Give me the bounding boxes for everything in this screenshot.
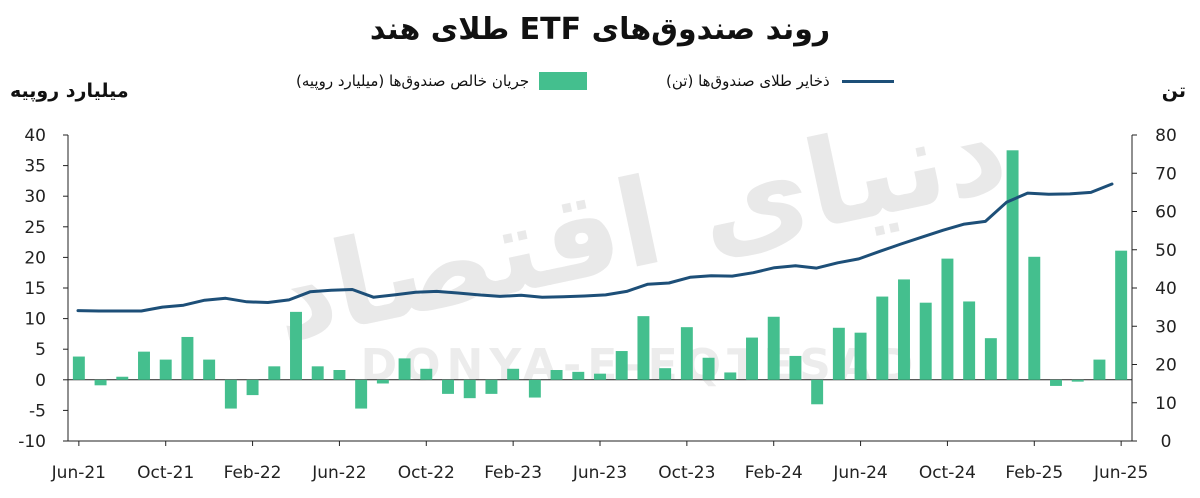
x-tick-label: Feb-23 <box>484 463 542 483</box>
net-flow-bar <box>311 366 324 380</box>
net-flow-bar <box>1115 250 1128 380</box>
right-tick-label: 0 <box>1161 432 1172 452</box>
net-flow-bar <box>615 351 628 380</box>
net-flow-bar <box>420 368 433 380</box>
chart-title: روند صندوق‌های ETF طلای هند <box>369 12 831 47</box>
net-flow-bar <box>398 358 411 380</box>
net-flow-bar <box>550 370 563 380</box>
right-tick-label: 40 <box>1155 279 1177 299</box>
net-flow-bar <box>659 368 672 380</box>
net-flow-bar <box>355 379 368 409</box>
left-tick-label: 20 <box>24 248 46 268</box>
net-flow-bar <box>138 351 150 380</box>
net-flow-bar <box>94 379 107 386</box>
net-flow-bar <box>376 379 389 384</box>
legend-item-holdings: ذخایر طلای صندوق‌ها (تن) <box>666 72 894 90</box>
left-tick-label: 10 <box>24 310 46 330</box>
net-flow-bar <box>159 359 172 380</box>
left-tick-label: 30 <box>24 187 46 207</box>
net-flow-bar <box>1050 379 1062 386</box>
left-tick-label: -10 <box>18 432 46 452</box>
legend-swatch-line <box>841 79 894 83</box>
x-tick-label: Feb-24 <box>745 463 803 483</box>
net-flow-bar <box>333 370 346 380</box>
legend-label-net-flow: جریان خالص صندوق‌ها (میلیارد روپیه) <box>296 72 530 90</box>
net-flow-bar <box>876 296 889 380</box>
legend-label-holdings: ذخایر طلای صندوق‌ها (تن) <box>666 72 830 90</box>
left-axis-unit: میلیارد روپیه <box>10 80 129 102</box>
legend-swatch-bar <box>539 72 588 90</box>
net-flow-bar <box>984 338 997 380</box>
net-flow-bar <box>789 355 802 380</box>
net-flow-bar <box>507 368 520 380</box>
legend: جریان خالص صندوق‌ها (میلیارد روپیه) ذخای… <box>0 72 1200 96</box>
right-tick-label: 60 <box>1155 203 1177 223</box>
right-tick-label: 70 <box>1155 164 1177 184</box>
net-flow-bar <box>1093 359 1106 380</box>
left-tick-label: -5 <box>29 401 46 421</box>
net-flow-bar <box>246 379 259 396</box>
net-flow-bar <box>224 379 237 409</box>
net-flow-bar <box>1028 256 1041 380</box>
net-flow-bar <box>442 379 454 394</box>
net-flow-bar <box>702 357 715 380</box>
x-tick-label: Feb-25 <box>1005 463 1063 483</box>
legend-item-net-flow: جریان خالص صندوق‌ها (میلیارد روپیه) <box>296 72 588 90</box>
x-tick-label: Jun-25 <box>1093 463 1148 483</box>
net-flow-bar <box>72 356 85 380</box>
left-tick-label: 5 <box>35 340 46 360</box>
net-flow-bar <box>637 316 650 380</box>
net-flow-bar <box>767 316 780 380</box>
net-flow-bar <box>811 379 824 405</box>
net-flow-bar <box>203 359 216 380</box>
net-flow-bar <box>463 379 476 399</box>
net-flow-bar <box>832 327 845 380</box>
right-tick-label: 10 <box>1155 394 1177 414</box>
net-flow-bar <box>1006 150 1019 380</box>
net-flow-bar <box>680 327 693 380</box>
net-flow-bar <box>485 379 498 394</box>
net-flow-bar <box>854 332 867 380</box>
right-tick-label: 80 <box>1155 126 1177 146</box>
left-tick-label: 0 <box>35 371 46 391</box>
left-tick-label: 40 <box>24 126 46 146</box>
net-flow-bar <box>594 373 606 380</box>
x-tick-label: Oct-22 <box>398 463 455 483</box>
left-tick-label: 15 <box>24 279 46 299</box>
x-tick-label: Feb-22 <box>224 463 282 483</box>
right-tick-label: 30 <box>1155 317 1177 337</box>
right-axis-unit: تن <box>1161 80 1186 102</box>
net-flow-bar <box>572 371 585 380</box>
net-flow-bar <box>1071 379 1084 382</box>
net-flow-bar <box>724 372 737 380</box>
net-flow-bar <box>116 376 129 380</box>
x-tick-label: Jun-24 <box>832 463 887 483</box>
x-tick-label: Oct-21 <box>137 463 194 483</box>
left-tick-label: 35 <box>24 157 46 177</box>
net-flow-bar <box>919 302 932 380</box>
left-tick-label: 25 <box>24 218 46 238</box>
holdings-series-line <box>76 182 1114 313</box>
x-tick-label: Oct-23 <box>658 463 715 483</box>
net-flow-bar <box>181 336 194 380</box>
x-tick-label: Jun-23 <box>572 463 627 483</box>
right-tick-label: 50 <box>1155 241 1177 261</box>
net-flow-bar <box>290 311 302 380</box>
net-flow-bar <box>268 366 281 380</box>
x-tick-label: Jun-22 <box>311 463 366 483</box>
x-tick-label: Jun-21 <box>51 463 106 483</box>
holdings-line <box>76 182 1114 313</box>
net-flow-bar <box>746 337 758 380</box>
x-tick-label: Oct-24 <box>919 463 976 483</box>
net-flow-bar <box>528 379 541 398</box>
net-flow-bar <box>963 301 976 380</box>
net-flow-bar <box>941 258 954 380</box>
net-flow-bars <box>72 150 1128 409</box>
net-flow-bar <box>898 279 910 380</box>
right-tick-label: 20 <box>1155 356 1177 376</box>
